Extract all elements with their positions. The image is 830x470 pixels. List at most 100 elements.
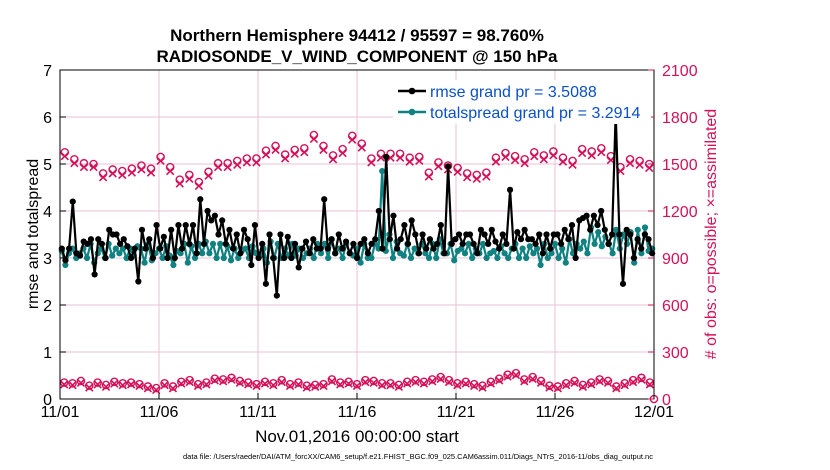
series-point-totalspread — [609, 250, 616, 257]
assimilated-stroke — [428, 377, 437, 386]
obs-low-assimilated-marker — [394, 382, 403, 391]
series-point-totalspread — [515, 254, 523, 262]
y-right-tick-label: 2100 — [662, 63, 698, 80]
obs-low-assimilated-marker — [536, 378, 546, 388]
obs-low-count-marker — [553, 382, 563, 391]
series-point-rmse — [317, 245, 324, 252]
x-tick-label: 11/01 — [41, 404, 80, 421]
obs-low-assimilated-marker — [277, 377, 286, 387]
series-point-totalspread — [451, 257, 458, 264]
legend: rmse grand pr = 3.5088 totalspread grand… — [393, 80, 651, 124]
y-axis-label-right: # of obs: o=possible; ×=assimilated — [703, 109, 720, 359]
assimilated-stroke — [376, 153, 386, 162]
series-point-rmse — [361, 236, 368, 243]
assimilated-stroke — [252, 381, 261, 391]
assimilated-stroke — [501, 152, 510, 162]
obs-assimilated-marker — [472, 174, 481, 184]
series-point-rmse — [608, 231, 616, 238]
series-point-rmse — [281, 254, 288, 262]
series-point-rmse — [215, 231, 222, 238]
obs-assimilated-marker — [213, 162, 223, 172]
assimilated-stroke — [252, 158, 261, 167]
series-point-rmse — [474, 250, 481, 257]
obs-low-count-marker — [520, 375, 529, 384]
y-tick-label: 4 — [43, 204, 52, 221]
series-point-rmse — [342, 238, 350, 245]
obs-low-count-marker — [101, 380, 111, 390]
series-point-rmse — [565, 236, 572, 243]
assimilated-stroke — [302, 383, 311, 392]
assimilated-stroke — [386, 381, 395, 390]
series-point-rmse — [219, 217, 226, 224]
obs-assimilated-marker — [539, 155, 548, 164]
series-point-rmse — [306, 250, 313, 257]
series-point-totalspread — [591, 240, 598, 247]
series-point-rmse — [211, 212, 218, 219]
legend-marker-spread — [408, 108, 416, 116]
series-point-totalspread — [551, 240, 559, 247]
data-file-footer: data file: /Users/raeder/DAI/ATM_forcXX/… — [183, 452, 653, 461]
obs-low-count-marker — [160, 379, 169, 388]
obs-low-assimilated-marker — [244, 380, 253, 389]
assimilated-stroke — [635, 160, 644, 169]
assimilated-stroke — [143, 384, 153, 393]
series-point-totalspread — [580, 238, 587, 245]
assimilated-stroke — [463, 173, 472, 182]
assimilated-stroke — [587, 380, 596, 389]
series-point-rmse — [339, 245, 346, 252]
series-point-rmse — [277, 231, 284, 238]
series-point-totalspread — [613, 226, 620, 233]
assimilated-stroke — [403, 379, 412, 388]
series-point-rmse — [605, 240, 612, 247]
obs-low-count-marker — [377, 379, 387, 388]
series-point-rmse — [415, 250, 423, 257]
assimilated-stroke — [76, 378, 86, 388]
series-point-totalspread — [533, 245, 541, 252]
assimilated-stroke — [233, 160, 242, 169]
y-right-tick-label: 600 — [662, 298, 689, 315]
y-tick-label: 1 — [43, 345, 52, 362]
obs-assimilated-marker — [271, 145, 280, 155]
series-point-totalspread — [595, 229, 602, 236]
assimilated-stroke — [242, 158, 251, 167]
obs-low-assimilated-marker — [578, 382, 588, 391]
assimilated-stroke — [118, 170, 127, 180]
obs-low-count-marker — [528, 372, 537, 382]
obs-assimilated-marker — [510, 155, 520, 165]
series-point-rmse — [321, 196, 328, 203]
y-tick-label: 5 — [43, 157, 52, 174]
obs-low-count-marker — [193, 379, 203, 389]
series-point-rmse — [590, 212, 597, 219]
series-point-rmse — [178, 245, 186, 252]
obs-assimilated-marker — [252, 158, 261, 167]
series-point-rmse — [175, 222, 182, 229]
assimilated-stroke — [395, 153, 405, 162]
y-right-tick-label: 0 — [662, 392, 671, 409]
assimilated-stroke — [309, 134, 319, 144]
series-point-rmse — [350, 240, 357, 247]
assimilated-stroke — [424, 172, 434, 181]
series-point-totalspread — [357, 259, 364, 266]
series-point-rmse — [135, 278, 142, 285]
obs-assimilated-marker — [204, 171, 213, 180]
series-point-rmse — [186, 240, 193, 247]
obs-low-assimilated-marker — [403, 379, 412, 388]
assimilated-stroke — [344, 379, 353, 388]
series-point-rmse — [302, 238, 310, 245]
series-point-rmse — [324, 245, 331, 252]
series-point-rmse — [208, 217, 215, 224]
series-point-totalspread — [433, 254, 440, 262]
obs-low-count-marker — [570, 376, 579, 386]
assimilated-stroke — [348, 135, 357, 144]
y-right-tick-label: 1800 — [662, 110, 698, 127]
obs-low-assimilated-marker — [428, 377, 437, 386]
series-point-rmse — [91, 271, 98, 278]
obs-assimilated-marker — [577, 148, 587, 158]
assimilated-stroke — [369, 378, 378, 388]
obs-low-assimilated-marker — [177, 379, 186, 388]
chart-title-line-2: RADIOSONDE_V_WIND_COMPONENT @ 150 hPa — [156, 47, 558, 66]
series-point-totalspread — [339, 254, 346, 262]
obs-low-count-marker — [185, 375, 194, 385]
